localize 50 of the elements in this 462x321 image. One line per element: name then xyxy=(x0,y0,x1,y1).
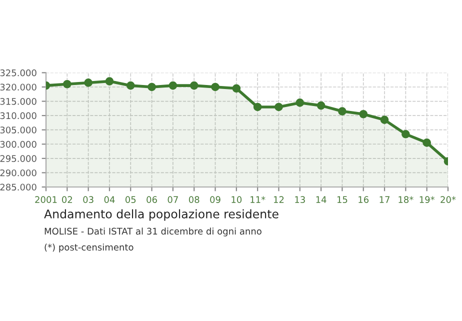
point xyxy=(402,130,410,138)
text: Andamento della popolazione residente xyxy=(44,209,278,221)
x-tick-label: 03 xyxy=(83,196,94,204)
x-tick-label: 16 xyxy=(358,196,369,204)
x-tick-label: 13 xyxy=(295,196,305,204)
x-tick-label: 06 xyxy=(146,196,157,204)
text: MOLISE - Dati ISTAT al 31 dicembre di ogni anno xyxy=(44,228,262,236)
x-tick-label: 12 xyxy=(274,196,284,203)
y-tick-label: 320.000 xyxy=(0,84,36,91)
point xyxy=(84,78,92,87)
x-tick-label: 14 xyxy=(316,196,326,203)
y-tick-label: 325.000 xyxy=(0,69,36,76)
x-tick-label: 08 xyxy=(188,196,200,204)
point xyxy=(148,82,156,92)
point xyxy=(338,107,346,116)
point xyxy=(296,98,304,107)
y-tick-label: 305.000 xyxy=(0,126,36,134)
text: (*) post-censimento xyxy=(44,244,134,252)
x-tick-label: 2001 xyxy=(35,196,57,204)
point xyxy=(359,110,368,118)
x-tick-label: 15 xyxy=(337,196,348,204)
y-tick-label: 310.000 xyxy=(0,112,36,120)
x-tick-label: 18* xyxy=(398,196,414,204)
x-tick-label: 05 xyxy=(125,196,136,204)
point xyxy=(380,116,389,124)
point xyxy=(232,84,241,93)
y-tick-label: 285.000 xyxy=(0,184,36,191)
y-tick-label: 300.000 xyxy=(0,140,36,148)
x-tick-label: 02 xyxy=(62,196,72,204)
point xyxy=(211,82,220,92)
point xyxy=(168,81,178,90)
point xyxy=(316,101,326,110)
point xyxy=(190,81,198,90)
x-tick-label: 10 xyxy=(232,196,242,204)
x-tick-label: 04 xyxy=(104,196,115,204)
x-tick-label: 09 xyxy=(210,196,220,204)
x-tick-label: 11* xyxy=(250,196,266,203)
point xyxy=(126,81,135,90)
x-tick-label: 07 xyxy=(168,196,178,204)
x-tick-label: 19* xyxy=(420,196,435,204)
point xyxy=(62,80,72,88)
x-tick-label: 20* xyxy=(440,196,456,204)
point xyxy=(253,102,262,112)
point xyxy=(105,77,114,86)
point xyxy=(422,138,432,147)
y-tick-label: 315.000 xyxy=(0,98,36,105)
x-tick-label: 17 xyxy=(380,196,390,203)
y-tick-label: 290.000 xyxy=(0,169,36,176)
y-tick-label: 295.000 xyxy=(0,155,36,162)
point xyxy=(274,102,283,112)
